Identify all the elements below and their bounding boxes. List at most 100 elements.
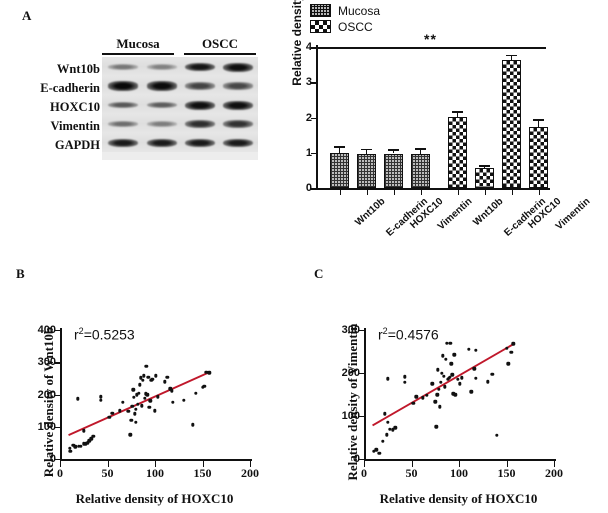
scatter-point (506, 361, 511, 366)
scatter-point (430, 382, 435, 386)
error-bar (510, 56, 513, 61)
blot-band (185, 138, 215, 148)
scatter-point (181, 398, 186, 403)
blot-row-hoxc10 (102, 95, 258, 114)
scatter-c-y-axis (364, 328, 366, 461)
blot-band (185, 82, 215, 90)
blot-group-mucosa-underline (102, 53, 174, 55)
bar-mucosa-e-cadherin[interactable] (357, 153, 376, 188)
western-blot-panel: Mucosa OSCC Wnt10b E-cadherin HOXC10 Vim… (0, 0, 290, 185)
blot-group-oscc-label: OSCC (201, 36, 239, 51)
scatter-x-tick (107, 461, 109, 467)
blot-group-mucosa-label: Mucosa (116, 36, 160, 51)
scatter-point (450, 373, 455, 377)
scatter-point (146, 375, 151, 380)
scatter-point (371, 449, 376, 453)
scatter-point (144, 364, 149, 368)
scatter-point (385, 432, 389, 437)
scatter-point (424, 393, 429, 398)
bar-chart-y-tick (311, 82, 316, 84)
legend-swatch-mucosa-icon (310, 4, 331, 17)
blot-band (108, 64, 138, 70)
bar-chart-y-tick-label: 0 (305, 182, 312, 194)
scatter-point (134, 407, 138, 411)
scatter-point (139, 404, 144, 408)
scatter-point (456, 377, 460, 381)
scatter-x-tick (60, 461, 62, 467)
blot-band (147, 138, 177, 148)
bar-mucosa-wnt10b[interactable] (330, 152, 349, 188)
bar-oscc-hoxc10[interactable] (502, 60, 521, 188)
error-bar (456, 112, 459, 117)
regression-line (372, 342, 515, 427)
bar-oscc-wnt10b[interactable] (448, 116, 467, 188)
scatter-x-tick-label: 150 (497, 466, 516, 480)
scatter-point (126, 409, 131, 413)
blot-row-vimentin (102, 114, 258, 133)
error-bar-cap (388, 149, 399, 151)
scatter-y-tick-label: 100 (341, 410, 360, 422)
blot-row-wnt10b (102, 57, 258, 76)
scatter-point (128, 432, 132, 437)
scatter-point (403, 380, 407, 385)
scatter-point (460, 376, 464, 380)
scatter-point (504, 346, 509, 350)
scatter-point (411, 401, 416, 405)
scatter-point (202, 384, 207, 388)
scatter-x-tick-label: 0 (57, 466, 63, 480)
scatter-point (393, 425, 398, 430)
bar-chart-y-tick-label: 3 (305, 76, 312, 89)
bar-oscc-e-cadherin[interactable] (475, 167, 494, 188)
scatter-point (449, 361, 454, 366)
scatter-point (444, 341, 449, 345)
scatter-point (440, 371, 444, 375)
bar-chart-x-tick (366, 190, 368, 195)
legend-entry-mucosa: Mucosa (310, 3, 380, 18)
scatter-x-tick-label: 100 (146, 466, 164, 480)
scatter-y-tick-label: 0 (353, 453, 360, 465)
scatter-y-tick-label: 300 (37, 356, 56, 369)
blot-row-label-e-cadherin: E-cadherin (40, 81, 100, 95)
scatter-x-tick (155, 461, 157, 467)
bar-oscc-vimentin[interactable] (529, 127, 548, 188)
scatter-panel-c: Relative density of Vimentin r2=0.4576 0… (304, 258, 608, 513)
scatter-x-tick-label: 200 (545, 466, 563, 480)
bar-mucosa-vimentin[interactable] (411, 153, 430, 188)
blot-row-background (102, 76, 258, 95)
scatter-x-tick (554, 461, 556, 467)
error-bar (537, 121, 540, 128)
legend-swatch-oscc-icon (310, 20, 331, 33)
error-bar (338, 147, 341, 153)
scatter-panel-b: Relative density of Wnt10b r2=0.5253 0 10… (0, 258, 304, 513)
legend-label-oscc: OSCC (338, 19, 373, 34)
scatter-b-y-axis (60, 328, 62, 461)
scatter-point (387, 427, 392, 431)
error-bar (365, 150, 368, 154)
scatter-x-tick (506, 461, 508, 467)
scatter-point (142, 396, 147, 401)
scatter-point (448, 341, 453, 345)
scatter-point (107, 415, 112, 419)
scatter-point (374, 447, 379, 452)
bar-mucosa-hoxc10[interactable] (384, 153, 403, 188)
scatter-point (191, 422, 195, 427)
bar-chart-y-axis-label: Relative density (290, 0, 304, 86)
error-bar-cap (334, 146, 345, 148)
blot-row-background (102, 95, 258, 114)
scatter-point (435, 392, 439, 397)
scatter-point (135, 392, 139, 397)
error-bar-cap (361, 148, 372, 151)
significance-marker: ** (424, 31, 437, 47)
scatter-point (171, 400, 175, 404)
bar-chart: Mucosa OSCC Relative density 0 1 2 3 4 ** Wn… (288, 0, 608, 258)
significance-bracket (318, 47, 546, 49)
scatter-x-tick-label: 150 (193, 466, 212, 480)
scatter-point (79, 444, 83, 448)
bar-chart-y-tick (311, 152, 316, 155)
blot-band (223, 62, 253, 72)
scatter-point (441, 354, 445, 358)
scatter-point (118, 408, 122, 413)
scatter-point (73, 445, 77, 449)
bar-chart-y-tick-label: 2 (305, 111, 312, 124)
scatter-point (474, 376, 478, 380)
